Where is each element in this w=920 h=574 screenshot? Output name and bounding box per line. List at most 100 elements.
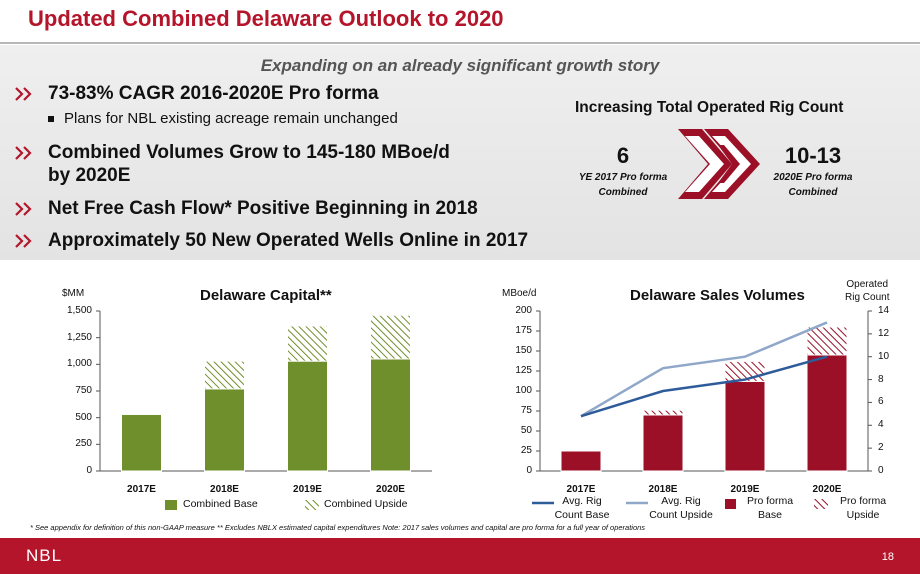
legend-label-combined-upside: Combined Upside (324, 498, 408, 510)
y-tick-label: 200 (515, 305, 532, 316)
summary-panel (0, 45, 920, 260)
x-category-label: 2017E (566, 484, 596, 495)
legend-line: Upside (846, 509, 880, 521)
bullet-text: Approximately 50 New Operated Wells Onli… (48, 230, 529, 251)
y-tick-label: 0 (86, 465, 92, 476)
bullet-volumes: Combined Volumes Grow to 145-180 MBoe/d … (14, 141, 450, 187)
capital-y-unit: $MM (62, 288, 85, 299)
caption-line: Combined (598, 187, 648, 198)
line-avg-rig-base (580, 355, 828, 418)
bar-combined-upside (370, 314, 411, 360)
double-chevron-icon (15, 146, 32, 160)
bar-pro-forma-base (806, 354, 848, 472)
slide-subtitle: Expanding on an already significant grow… (260, 56, 660, 75)
x-category-label: 2018E (210, 484, 239, 495)
rig-count-2020e-caption: 2020E Pro forma Combined (758, 170, 868, 200)
y2-tick-label: 0 (878, 465, 884, 476)
footer-bar: NBL 18 (0, 538, 920, 574)
y-tick-label: 150 (515, 345, 532, 356)
bar-pro-forma-upside (806, 326, 848, 356)
bar-combined-base (204, 388, 245, 472)
bullet-wells: Approximately 50 New Operated Wells Onli… (14, 229, 528, 252)
legend-swatch-combined-base (165, 500, 177, 510)
bar-pro-forma-base (724, 380, 766, 472)
bar-combined-base (121, 413, 162, 472)
bullet-text: Net Free Cash Flow* Positive Beginning i… (48, 198, 478, 219)
bullet-cagr: 73-83% CAGR 2016-2020E Pro forma (14, 82, 379, 105)
bar-combined-upside (204, 360, 245, 390)
bullet-text: Combined Volumes Grow to 145-180 MBoe/d … (48, 141, 450, 187)
bullet-line: Combined Volumes Grow to 145-180 MBoe/d (48, 142, 450, 163)
y2-tick-label: 4 (878, 419, 884, 431)
rig-count-current-caption: YE 2017 Pro forma Combined (568, 170, 678, 200)
y2-unit-line: Operated (846, 279, 889, 290)
bar-pro-forma-base (560, 450, 602, 472)
square-bullet-icon (48, 116, 54, 123)
y-tick-label: 750 (75, 385, 92, 396)
slide-title: Updated Combined Delaware Outlook to 202… (28, 6, 504, 31)
y-tick-label: 1,250 (66, 331, 92, 343)
volumes-y-unit: MBoe/d (502, 288, 537, 299)
legend-label-pro-forma-base: Pro forma Base (738, 494, 802, 522)
y2-tick-label: 14 (878, 305, 890, 316)
x-category-label: 2017E (127, 484, 156, 495)
legend-label-pro-forma-upside: Pro forma Upside (830, 494, 896, 522)
y-tick-label: 1,000 (66, 358, 92, 370)
legend-label-avg-rig-base: Avg. Rig Count Base (552, 494, 612, 522)
bullet-cash-flow: Net Free Cash Flow* Positive Beginning i… (14, 197, 478, 220)
y-tick-label: 175 (515, 325, 532, 336)
legend-label-avg-rig-upside: Avg. Rig Count Upside (644, 494, 718, 522)
capital-chart-title: Delaware Capital** (200, 287, 332, 304)
company-logo: NBL (26, 546, 63, 565)
bar-pro-forma-base (642, 414, 684, 472)
y-tick-label: 0 (526, 465, 532, 476)
legend-line: Count Upside (649, 509, 713, 521)
y-tick-label: 75 (520, 405, 532, 416)
legend-swatch-pro-forma-upside (814, 499, 828, 509)
line-avg-rig-upside (580, 321, 828, 418)
double-chevron-icon (15, 87, 32, 101)
legend-line: Pro forma (839, 495, 887, 507)
y-tick-label: 50 (520, 425, 532, 436)
rig-count-2020e: 10-13 (784, 143, 842, 168)
double-chevron-icon (15, 234, 32, 248)
y-tick-label: 250 (75, 438, 92, 450)
legend-line: Count Base (554, 509, 610, 521)
double-chevron-icon (15, 202, 32, 216)
legend-line: Pro forma (746, 495, 794, 507)
y2-tick-label: 8 (878, 373, 884, 385)
volumes-chart-title: Delaware Sales Volumes (630, 287, 805, 304)
title-divider (0, 42, 920, 44)
x-category-label: 2020E (812, 484, 842, 495)
y-tick-label: 25 (520, 445, 532, 456)
caption-line: YE 2017 Pro forma (578, 172, 668, 183)
growth-arrow-icon (678, 129, 760, 199)
caption-line: Combined (788, 187, 838, 198)
legend-label-combined-base: Combined Base (183, 498, 258, 510)
y2-tick-label: 2 (878, 442, 884, 454)
bullet-line: by 2020E (48, 165, 131, 186)
y-tick-label: 125 (515, 365, 532, 376)
legend-line: Avg. Rig (562, 495, 602, 507)
sub-bullet-text: Plans for NBL existing acreage remain un… (64, 110, 398, 127)
bar-combined-base (370, 358, 411, 472)
bar-combined-base (287, 360, 328, 472)
x-category-label: 2019E (293, 484, 322, 495)
legend-swatch-avg-rig-upside (626, 501, 648, 505)
y2-tick-label: 12 (878, 327, 890, 339)
page-number: 18 (881, 551, 894, 563)
caption-line: 2020E Pro forma (773, 172, 853, 183)
x-category-label: 2019E (730, 484, 760, 495)
y2-tick-label: 10 (878, 350, 890, 362)
legend-swatch-pro-forma-base (725, 499, 736, 509)
y2-tick-label: 6 (878, 396, 884, 408)
y-tick-label: 100 (515, 385, 532, 396)
legend-swatch-avg-rig-base (532, 501, 554, 505)
sub-bullet-acreage: Plans for NBL existing acreage remain un… (48, 110, 398, 127)
legend-line: Avg. Rig (661, 495, 701, 507)
y-tick-label: 1,500 (66, 305, 92, 316)
x-category-label: 2020E (376, 484, 405, 495)
y-tick-label: 500 (75, 411, 92, 423)
